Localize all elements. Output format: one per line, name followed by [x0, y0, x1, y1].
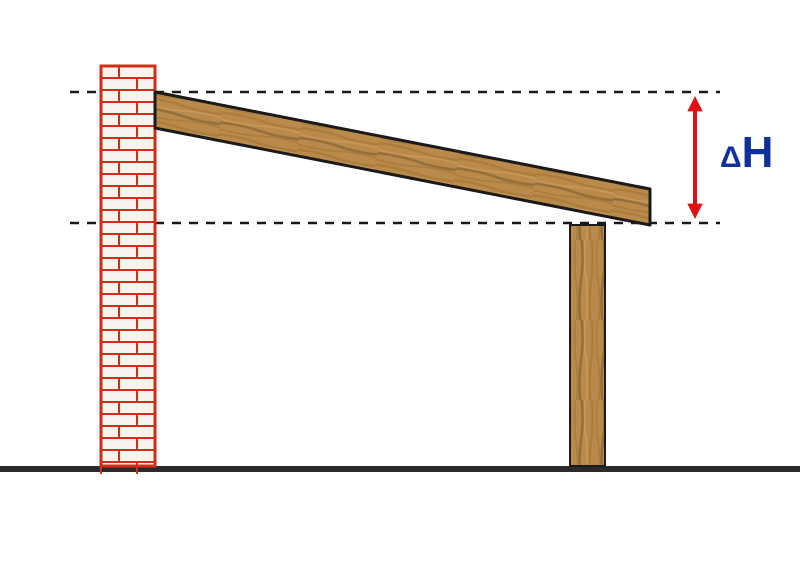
brick-wall: [101, 66, 155, 474]
wood-post: [570, 225, 605, 466]
